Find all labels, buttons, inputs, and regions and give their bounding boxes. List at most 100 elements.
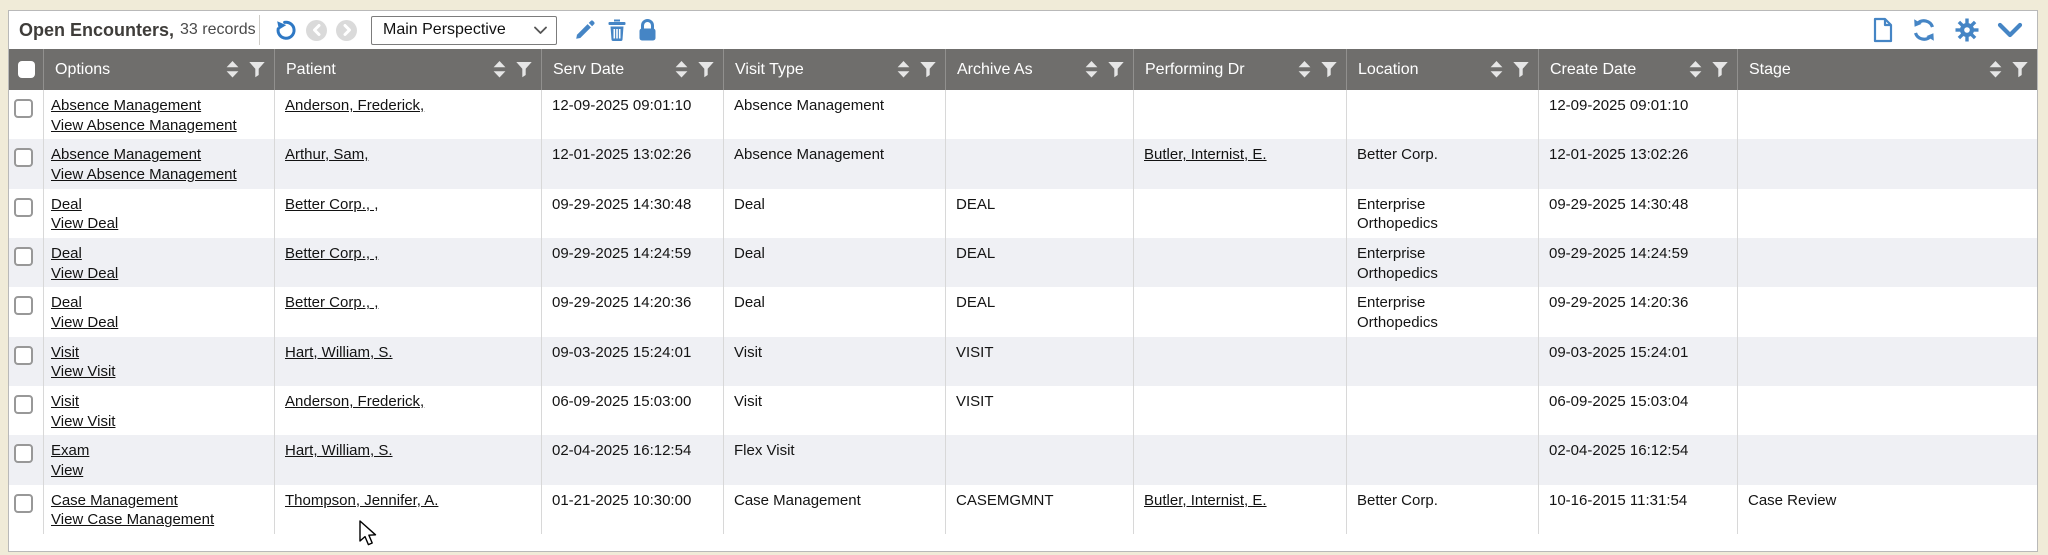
option-action-link[interactable]: Deal <box>51 195 82 213</box>
stage-cell <box>1738 189 2037 238</box>
sort-icon[interactable] <box>1298 61 1311 78</box>
sort-icon[interactable] <box>675 61 688 78</box>
column-header-label: Serv Date <box>553 60 625 78</box>
option-action-link[interactable]: Absence Management <box>51 97 202 114</box>
table-row: Deal View Deal Better Corp., , 09-29-202… <box>9 238 2037 288</box>
options-cell: Visit View Visit <box>44 336 275 387</box>
undo-icon[interactable] <box>273 18 297 42</box>
filter-icon[interactable] <box>920 61 936 78</box>
row-checkbox[interactable] <box>14 296 33 316</box>
sort-icon[interactable] <box>226 61 239 78</box>
patient-link[interactable]: Hart, William, S. <box>285 442 393 460</box>
option-action-link[interactable]: Absence Management <box>51 146 202 164</box>
option-action-link[interactable]: Visit <box>51 343 80 361</box>
patient-link[interactable]: Better Corp., , <box>285 245 379 263</box>
column-header-patient[interactable]: Patient <box>275 49 542 90</box>
history-forward-icon[interactable] <box>336 19 357 41</box>
option-view-link[interactable]: View Case Management <box>51 511 215 529</box>
refresh-icon[interactable] <box>1911 17 1937 43</box>
option-action-link[interactable]: Exam <box>51 442 90 460</box>
visit-type-cell: Deal <box>724 188 946 239</box>
column-header-create-date[interactable]: Create Date <box>1539 49 1738 90</box>
patient-link[interactable]: Better Corp., , <box>285 195 379 213</box>
delete-trash-icon[interactable] <box>606 18 628 42</box>
new-document-icon[interactable] <box>1872 17 1894 43</box>
visit-type-cell: Absence Management <box>724 90 946 140</box>
archive-as-cell <box>946 90 1134 140</box>
sort-icon[interactable] <box>1689 61 1702 78</box>
row-checkbox[interactable] <box>14 444 33 464</box>
option-view-link[interactable]: View Deal <box>51 264 119 282</box>
filter-icon[interactable] <box>698 61 714 78</box>
patient-link[interactable]: Hart, William, S. <box>285 343 393 361</box>
sort-icon[interactable] <box>897 61 910 78</box>
encounters-panel: Open Encounters, 33 records Main Perspec… <box>8 10 2038 552</box>
patient-link[interactable]: Arthur, Sam, <box>285 146 369 164</box>
column-header-archive-as[interactable]: Archive As <box>946 49 1134 90</box>
option-view-link[interactable]: View Deal <box>51 313 119 331</box>
location-cell: Better Corp. <box>1347 484 1539 535</box>
create-date-cell: 12-01-2025 13:02:26 <box>1539 139 1738 189</box>
filter-icon[interactable] <box>1108 61 1124 78</box>
performing-dr-cell <box>1134 336 1347 387</box>
option-action-link[interactable]: Deal <box>51 294 82 312</box>
performing-dr-link[interactable]: Butler, Internist, E. <box>1144 146 1267 164</box>
patient-cell: Arthur, Sam, <box>275 139 542 189</box>
create-date-cell: 09-29-2025 14:30:48 <box>1539 188 1738 239</box>
options-cell: Deal View Deal <box>44 188 275 239</box>
row-checkbox[interactable] <box>14 345 33 365</box>
filter-icon[interactable] <box>1321 61 1337 78</box>
filter-icon[interactable] <box>516 61 532 78</box>
filter-icon[interactable] <box>2012 61 2028 78</box>
lock-icon[interactable] <box>637 18 658 42</box>
row-checkbox[interactable] <box>14 148 33 168</box>
option-view-link[interactable]: View Visit <box>51 412 116 430</box>
history-back-icon[interactable] <box>306 19 327 41</box>
row-checkbox[interactable] <box>14 493 33 513</box>
visit-type-cell: Case Management <box>724 484 946 535</box>
patient-link[interactable]: Anderson, Frederick, <box>285 393 425 411</box>
filter-icon[interactable] <box>1513 61 1529 78</box>
column-header-location[interactable]: Location <box>1347 49 1539 90</box>
option-action-link[interactable]: Deal <box>51 245 82 263</box>
option-view-link[interactable]: View Absence Management <box>51 165 237 183</box>
gear-icon[interactable] <box>1954 17 1980 43</box>
column-header-visit-type[interactable]: Visit Type <box>724 49 946 90</box>
select-all-checkbox[interactable] <box>18 61 35 78</box>
patient-link[interactable]: Anderson, Frederick, <box>285 97 425 114</box>
record-count: 33 records <box>180 21 256 38</box>
column-header-options[interactable]: Options <box>44 49 275 90</box>
option-view-link[interactable]: View Absence Management <box>51 116 237 134</box>
filter-icon[interactable] <box>1712 61 1728 78</box>
archive-as-cell: DEAL <box>946 287 1134 337</box>
perspective-select[interactable]: Main Perspective <box>371 15 557 45</box>
option-view-link[interactable]: View Deal <box>51 215 119 233</box>
patient-link[interactable]: Thompson, Jennifer, A. <box>285 491 439 509</box>
performing-dr-link[interactable]: Butler, Internist, E. <box>1144 491 1267 509</box>
column-header-performing-dr[interactable]: Performing Dr <box>1134 49 1347 90</box>
option-action-link[interactable]: Case Management <box>51 491 178 509</box>
filter-icon[interactable] <box>249 61 265 78</box>
patient-link[interactable]: Better Corp., , <box>285 294 379 312</box>
row-checkbox[interactable] <box>14 395 33 415</box>
chevron-down-icon[interactable] <box>1997 22 2023 39</box>
option-view-link[interactable]: View Visit <box>51 363 116 381</box>
option-view-link[interactable]: View <box>51 461 84 479</box>
sort-icon[interactable] <box>1490 61 1503 78</box>
sort-icon[interactable] <box>1085 61 1098 78</box>
edit-pencil-icon[interactable] <box>573 18 597 42</box>
options-cell: Deal View Deal <box>44 287 275 337</box>
row-checkbox[interactable] <box>14 99 33 118</box>
sort-icon[interactable] <box>1989 61 2002 78</box>
column-header-stage[interactable]: Stage <box>1738 49 2037 90</box>
sort-icon[interactable] <box>493 61 506 78</box>
row-checkbox[interactable] <box>14 247 33 267</box>
column-header-serv-date[interactable]: Serv Date <box>542 49 724 90</box>
column-header-label: Visit Type <box>735 60 804 78</box>
row-checkbox[interactable] <box>14 197 33 217</box>
options-cell: Deal View Deal <box>44 238 275 288</box>
option-action-link[interactable]: Visit <box>51 393 80 411</box>
serv-date-cell: 12-01-2025 13:02:26 <box>542 139 724 189</box>
patient-cell: Better Corp., , <box>275 188 542 239</box>
stage-cell <box>1738 90 2037 139</box>
